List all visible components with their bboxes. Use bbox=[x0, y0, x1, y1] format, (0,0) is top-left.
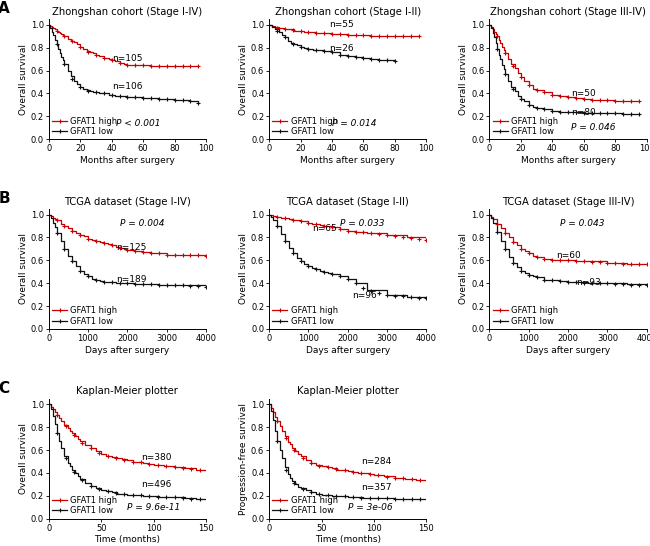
Text: n=50: n=50 bbox=[571, 89, 596, 98]
Title: TCGA dataset (Stage III-IV): TCGA dataset (Stage III-IV) bbox=[502, 197, 634, 207]
X-axis label: Days after surgery: Days after surgery bbox=[526, 346, 610, 354]
Y-axis label: Overall survival: Overall survival bbox=[19, 423, 28, 494]
X-axis label: Time (months): Time (months) bbox=[94, 535, 161, 544]
Text: n=60: n=60 bbox=[556, 251, 581, 260]
Legend: GFAT1 high, GFAT1 low: GFAT1 high, GFAT1 low bbox=[51, 116, 118, 136]
Legend: GFAT1 high, GFAT1 low: GFAT1 high, GFAT1 low bbox=[492, 116, 559, 136]
Text: n=357: n=357 bbox=[361, 483, 392, 492]
Legend: GFAT1 high, GFAT1 low: GFAT1 high, GFAT1 low bbox=[492, 306, 559, 327]
Text: n=93: n=93 bbox=[576, 277, 601, 287]
Y-axis label: Overall survival: Overall survival bbox=[239, 44, 248, 115]
X-axis label: Months after surgery: Months after surgery bbox=[521, 156, 616, 165]
Title: TCGA dataset (Stage I-II): TCGA dataset (Stage I-II) bbox=[287, 197, 409, 207]
Legend: GFAT1 high, GFAT1 low: GFAT1 high, GFAT1 low bbox=[272, 306, 339, 327]
Text: n=105: n=105 bbox=[112, 54, 142, 63]
Y-axis label: Overall survival: Overall survival bbox=[239, 233, 248, 305]
Legend: GFAT1 high, GFAT1 low: GFAT1 high, GFAT1 low bbox=[272, 495, 339, 516]
Text: P = 0.004: P = 0.004 bbox=[120, 219, 164, 228]
Y-axis label: Overall survival: Overall survival bbox=[19, 233, 28, 305]
X-axis label: Time (months): Time (months) bbox=[315, 535, 381, 544]
Text: A: A bbox=[0, 1, 10, 16]
Title: Kaplan-Meier plotter: Kaplan-Meier plotter bbox=[297, 387, 398, 396]
Title: Zhongshan cohort (Stage III-IV): Zhongshan cohort (Stage III-IV) bbox=[490, 7, 646, 17]
Text: n=55: n=55 bbox=[329, 20, 354, 29]
Text: n=80: n=80 bbox=[571, 109, 596, 117]
Text: n=96: n=96 bbox=[352, 292, 376, 300]
Title: Zhongshan cohort (Stage I-IV): Zhongshan cohort (Stage I-IV) bbox=[53, 7, 203, 17]
Text: P = 0.046: P = 0.046 bbox=[571, 123, 616, 132]
Y-axis label: Overall survival: Overall survival bbox=[460, 44, 469, 115]
Y-axis label: Overall survival: Overall survival bbox=[460, 233, 469, 305]
Legend: GFAT1 high, GFAT1 low: GFAT1 high, GFAT1 low bbox=[51, 306, 118, 327]
X-axis label: Days after surgery: Days after surgery bbox=[85, 346, 170, 354]
Text: P = 0.043: P = 0.043 bbox=[560, 219, 604, 228]
Text: n=65: n=65 bbox=[313, 224, 337, 233]
Title: Kaplan-Meier plotter: Kaplan-Meier plotter bbox=[77, 387, 178, 396]
Text: n=26: n=26 bbox=[329, 44, 354, 54]
Text: n=106: n=106 bbox=[112, 82, 142, 91]
Text: n=189: n=189 bbox=[116, 275, 146, 284]
Text: C: C bbox=[0, 381, 10, 396]
Text: P < 0.001: P < 0.001 bbox=[116, 119, 161, 128]
X-axis label: Months after surgery: Months after surgery bbox=[80, 156, 175, 165]
X-axis label: Months after surgery: Months after surgery bbox=[300, 156, 395, 165]
Text: n=380: n=380 bbox=[141, 453, 172, 461]
Text: n=125: n=125 bbox=[116, 244, 146, 252]
Text: P = 0.014: P = 0.014 bbox=[332, 119, 376, 128]
Title: Zhongshan cohort (Stage I-II): Zhongshan cohort (Stage I-II) bbox=[275, 7, 421, 17]
Text: n=496: n=496 bbox=[141, 480, 172, 489]
Text: P = 0.033: P = 0.033 bbox=[340, 219, 384, 228]
Title: TCGA dataset (Stage I-IV): TCGA dataset (Stage I-IV) bbox=[64, 197, 191, 207]
X-axis label: Days after surgery: Days after surgery bbox=[306, 346, 390, 354]
Text: B: B bbox=[0, 191, 10, 206]
Text: P = 3e-06: P = 3e-06 bbox=[348, 503, 393, 512]
Text: P = 9.6e-11: P = 9.6e-11 bbox=[127, 503, 181, 512]
Y-axis label: Overall survival: Overall survival bbox=[19, 44, 28, 115]
Legend: GFAT1 high, GFAT1 low: GFAT1 high, GFAT1 low bbox=[51, 495, 118, 516]
Y-axis label: Progression-free survival: Progression-free survival bbox=[239, 402, 248, 515]
Legend: GFAT1 high, GFAT1 low: GFAT1 high, GFAT1 low bbox=[272, 116, 339, 136]
Text: n=284: n=284 bbox=[361, 457, 392, 466]
